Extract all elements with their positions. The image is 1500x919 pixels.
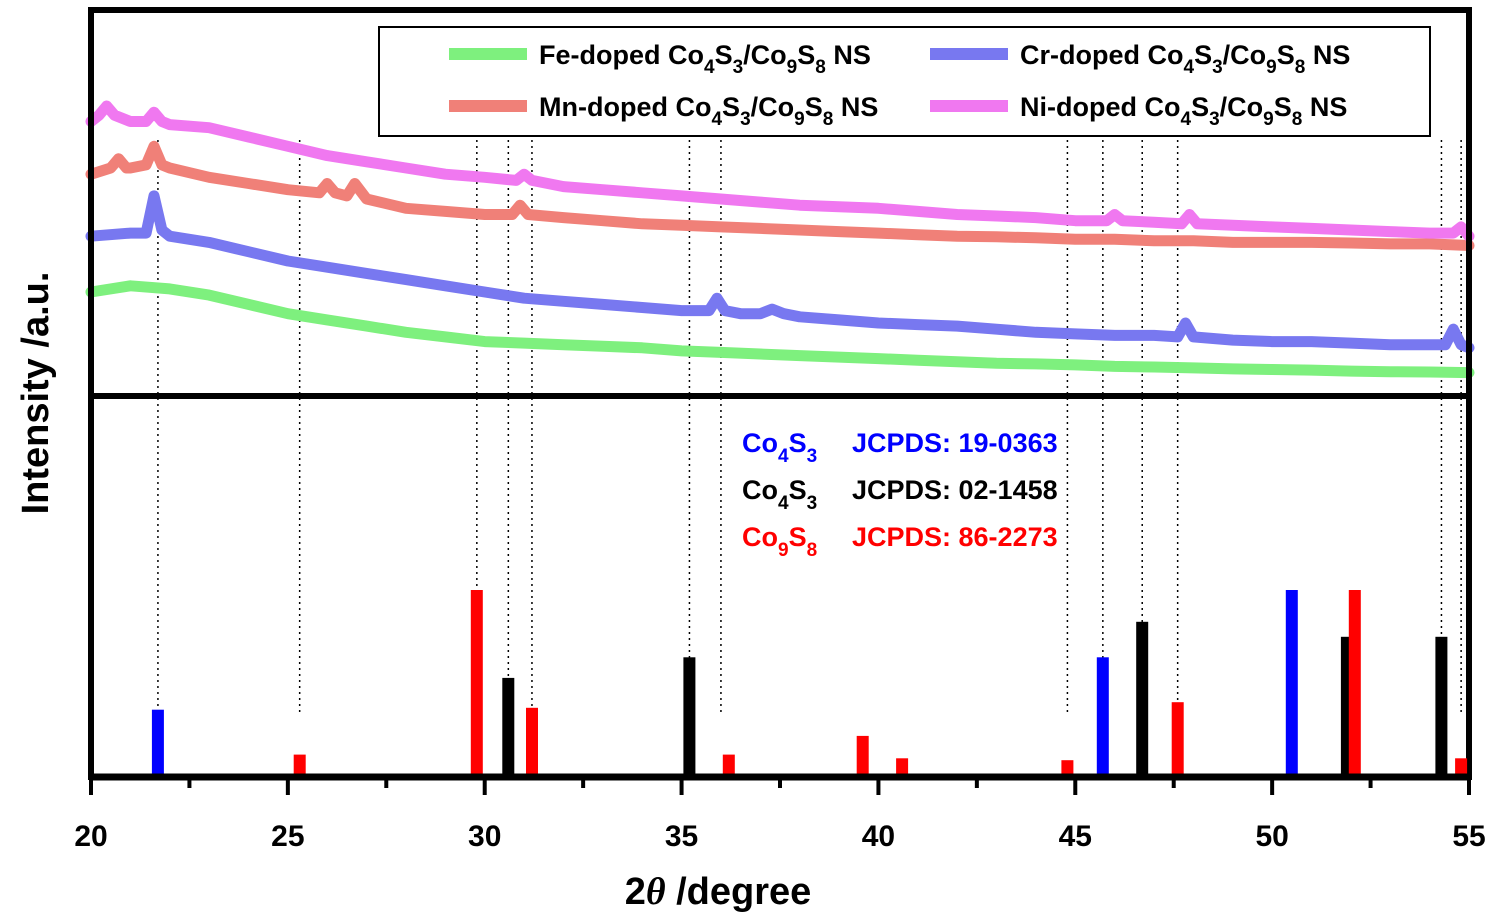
ref-peak-2-0: [293, 754, 306, 777]
ref-peak-1-0: [502, 677, 515, 777]
ref-peak-1-2: [1136, 621, 1149, 777]
upper-panel-series: [85, 100, 1475, 379]
series-line-cr: [85, 190, 1475, 354]
series-line-fe: [85, 280, 1475, 379]
y-axis-title: Intensity /a.u.: [15, 272, 57, 515]
legend-label-3: Ni-doped Co4S3/Co9S8 NS: [1020, 92, 1347, 130]
x-tick-label-20: 20: [74, 820, 107, 853]
ref-jcpds-black: JCPDS: 02-1458: [852, 475, 1058, 505]
ref-peak-2-4: [856, 735, 869, 777]
ref-label-co4s3-blue: Co4S3: [742, 428, 817, 467]
x-tick-label-50: 50: [1255, 820, 1288, 853]
ref-peak-1-4: [1435, 636, 1448, 778]
x-axis-ticks: [89, 777, 1471, 795]
legend-box: [378, 26, 1431, 137]
ref-peak-0-1: [1096, 657, 1109, 777]
ref-peak-2-9: [1455, 758, 1468, 777]
ref-peak-2-2: [526, 707, 538, 777]
ref-peak-2-7: [1171, 702, 1184, 777]
series-line-ni: [85, 100, 1475, 242]
ref-peak-1-1: [683, 657, 696, 777]
ref-jcpds-blue: JCPDS: 19-0363: [852, 428, 1058, 458]
x-tick-label-35: 35: [665, 820, 698, 853]
x-tick-label-40: 40: [862, 820, 895, 853]
ref-peak-2-5: [896, 758, 909, 777]
ref-jcpds-red: JCPDS: 86-2273: [852, 522, 1058, 552]
ref-label-co9s8-red: Co9S8: [742, 522, 817, 561]
reference-labels: Co4S3 JCPDS: 19-0363 Co4S3 JCPDS: 02-145…: [742, 428, 1058, 561]
x-tick-label-30: 30: [468, 820, 501, 853]
x-tick-label-45: 45: [1059, 820, 1092, 853]
ref-peak-2-8: [1348, 590, 1361, 777]
ref-peak-0-0: [151, 709, 164, 777]
ref-peak-2-3: [722, 754, 735, 777]
series-line-mn: [85, 140, 1475, 251]
x-tick-label-25: 25: [271, 820, 304, 853]
ref-label-co4s3-black: Co4S3: [742, 475, 817, 514]
legend-label-2: Mn-doped Co4S3/Co9S8 NS: [539, 92, 878, 130]
ref-peak-0-2: [1285, 590, 1298, 777]
legend: Fe-doped Co4S3/Co9S8 NS Cr-doped Co4S3/Co…: [378, 26, 1431, 137]
ref-peak-2-6: [1061, 760, 1074, 777]
x-axis-tick-labels: 20 25 30 35 40 45 50 55: [74, 820, 1485, 853]
x-axis-title: 2θ /degree: [625, 871, 812, 913]
x-tick-label-55: 55: [1452, 820, 1485, 853]
ref-peak-2-1: [470, 590, 483, 777]
legend-label-0: Fe-doped Co4S3/Co9S8 NS: [539, 40, 871, 78]
legend-label-1: Cr-doped Co4S3/Co9S8 NS: [1020, 40, 1350, 78]
reference-peaks: [151, 590, 1468, 778]
